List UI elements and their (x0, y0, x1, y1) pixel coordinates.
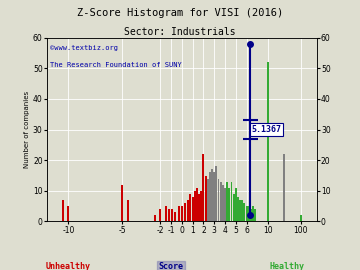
Bar (300, 215, 302, 221)
Bar (243, 203, 246, 221)
Bar (213, 173, 215, 221)
Bar (67, 206, 69, 221)
Text: Unhealthy: Unhealthy (46, 262, 91, 270)
Bar (159, 209, 161, 221)
Bar (207, 178, 209, 221)
Bar (189, 194, 192, 221)
Bar (220, 182, 222, 221)
Bar (194, 191, 196, 221)
Bar (237, 197, 239, 221)
Text: Sector: Industrials: Sector: Industrials (124, 27, 236, 37)
Bar (235, 188, 237, 221)
Bar (202, 154, 204, 221)
Bar (241, 200, 243, 221)
Bar (198, 194, 200, 221)
Bar (233, 194, 235, 221)
Bar (154, 215, 156, 221)
Bar (174, 212, 176, 221)
Bar (248, 206, 250, 221)
Text: Healthy: Healthy (270, 262, 305, 270)
Bar (254, 209, 256, 221)
Bar (230, 182, 233, 221)
Text: 5.1367: 5.1367 (251, 125, 282, 134)
Bar (192, 197, 194, 221)
Bar (267, 62, 269, 221)
Bar (187, 200, 189, 221)
Bar (204, 176, 207, 221)
Bar (211, 169, 213, 221)
Bar (226, 182, 228, 221)
Bar (239, 200, 241, 221)
Y-axis label: Number of companies: Number of companies (24, 91, 30, 168)
Bar (246, 206, 248, 221)
Bar (250, 209, 252, 221)
Bar (168, 209, 170, 221)
Bar (252, 206, 254, 221)
Text: The Research Foundation of SUNY: The Research Foundation of SUNY (50, 62, 181, 68)
Bar (181, 206, 183, 221)
Bar (224, 188, 226, 221)
Text: Score: Score (158, 262, 184, 270)
Bar (222, 185, 224, 221)
Bar (177, 206, 180, 221)
Bar (228, 188, 230, 221)
Bar (165, 206, 167, 221)
Bar (209, 173, 211, 221)
Bar (200, 191, 202, 221)
Bar (127, 200, 129, 221)
Bar (283, 154, 285, 221)
Bar (184, 203, 186, 221)
Bar (217, 178, 220, 221)
Text: Z-Score Histogram for VISI (2016): Z-Score Histogram for VISI (2016) (77, 8, 283, 18)
Bar (62, 200, 64, 221)
Text: ©www.textbiz.org: ©www.textbiz.org (50, 45, 117, 51)
Bar (196, 188, 198, 221)
Bar (121, 185, 123, 221)
Bar (215, 166, 217, 221)
Bar (171, 209, 173, 221)
